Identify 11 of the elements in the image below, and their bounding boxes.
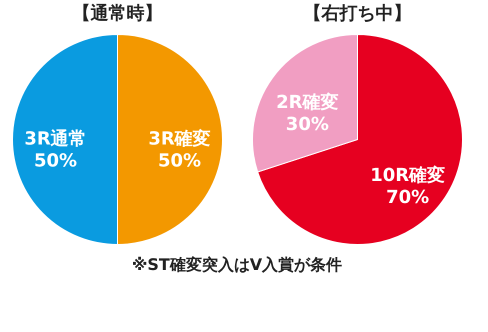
data-label: 50% [158,150,202,172]
data-label: 50% [34,150,78,172]
chart-title: 【通常時】 [72,3,162,24]
slice-label: 10R確変 [370,164,446,186]
slice-label: 3R確変 [148,128,211,150]
slice-label: 3R通常 [24,128,87,150]
slice-label: 2R確変 [276,92,339,114]
chart-title: 【右打ち中】 [304,3,412,24]
data-label: 30% [286,114,329,136]
text: ※ST確変突入はV入賞が条件 [132,255,342,274]
data-label: 70% [386,186,430,208]
